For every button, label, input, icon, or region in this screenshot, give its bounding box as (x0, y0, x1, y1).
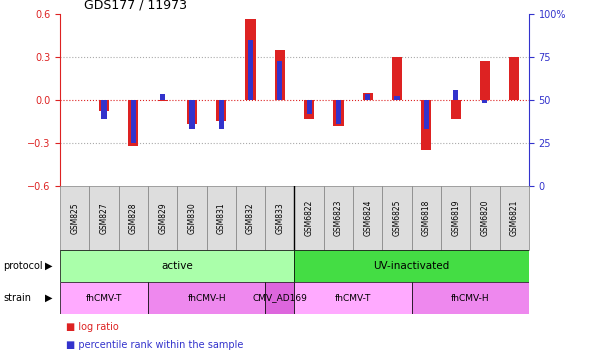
Text: ■ percentile rank within the sample: ■ percentile rank within the sample (66, 340, 243, 350)
Bar (412, 282, 529, 314)
FancyBboxPatch shape (177, 186, 207, 250)
Bar (277, 61, 282, 100)
Bar (128, 100, 138, 146)
Bar (394, 96, 400, 100)
Text: ■ log ratio: ■ log ratio (66, 322, 119, 332)
Text: GSM6823: GSM6823 (334, 200, 343, 236)
Text: GSM6819: GSM6819 (451, 200, 460, 236)
FancyBboxPatch shape (412, 186, 441, 250)
Text: GSM6824: GSM6824 (363, 200, 372, 236)
Text: fhCMV-T: fhCMV-T (335, 293, 371, 303)
FancyBboxPatch shape (236, 186, 265, 250)
FancyBboxPatch shape (294, 186, 324, 250)
Bar (157, 100, 168, 101)
Text: GSM830: GSM830 (188, 202, 197, 233)
Bar (189, 100, 195, 129)
FancyBboxPatch shape (499, 186, 529, 250)
Bar (307, 100, 312, 114)
Bar (294, 250, 529, 282)
FancyBboxPatch shape (118, 186, 148, 250)
Bar (248, 40, 253, 100)
Text: CMV_AD169: CMV_AD169 (252, 293, 307, 303)
FancyBboxPatch shape (207, 186, 236, 250)
FancyBboxPatch shape (90, 186, 118, 250)
Text: fhCMV-H: fhCMV-H (451, 293, 490, 303)
FancyBboxPatch shape (265, 186, 294, 250)
Bar (294, 282, 412, 314)
Text: GSM831: GSM831 (217, 202, 226, 233)
Text: GSM829: GSM829 (158, 202, 167, 233)
FancyBboxPatch shape (382, 186, 412, 250)
FancyBboxPatch shape (324, 186, 353, 250)
Bar (219, 100, 224, 129)
Bar (453, 90, 458, 100)
Bar (160, 94, 165, 100)
Bar (275, 50, 285, 100)
Text: GSM832: GSM832 (246, 202, 255, 233)
Text: GSM6822: GSM6822 (305, 200, 314, 236)
Bar (483, 100, 487, 103)
Text: ▶: ▶ (45, 261, 52, 271)
Bar (304, 100, 314, 119)
Bar (392, 57, 402, 100)
Bar (216, 100, 227, 121)
Text: GSM6818: GSM6818 (422, 200, 431, 236)
FancyBboxPatch shape (60, 186, 90, 250)
Text: GSM828: GSM828 (129, 202, 138, 233)
Bar (187, 100, 197, 124)
Bar (362, 93, 373, 100)
Text: protocol: protocol (3, 261, 43, 271)
Bar (99, 100, 109, 111)
Text: GSM833: GSM833 (275, 202, 284, 233)
Text: GDS177 / 11973: GDS177 / 11973 (84, 0, 186, 12)
Text: strain: strain (3, 293, 31, 303)
FancyBboxPatch shape (353, 186, 382, 250)
Text: GSM6820: GSM6820 (480, 200, 489, 236)
Text: GSM827: GSM827 (100, 202, 109, 233)
Text: fhCMV-H: fhCMV-H (188, 293, 226, 303)
Bar (334, 100, 344, 126)
Text: GSM6821: GSM6821 (510, 200, 519, 236)
Text: UV-inactivated: UV-inactivated (374, 261, 450, 271)
Bar (60, 250, 294, 282)
Bar (365, 94, 370, 100)
Text: GSM825: GSM825 (70, 202, 79, 233)
Bar (60, 282, 148, 314)
FancyBboxPatch shape (441, 186, 470, 250)
Bar (336, 100, 341, 124)
Text: ▶: ▶ (45, 293, 52, 303)
FancyBboxPatch shape (148, 186, 177, 250)
Bar (421, 100, 432, 150)
Text: fhCMV-T: fhCMV-T (86, 293, 122, 303)
FancyBboxPatch shape (470, 186, 499, 250)
Bar (131, 100, 136, 143)
Bar (509, 57, 519, 100)
Bar (102, 100, 106, 119)
Bar (265, 282, 294, 314)
Text: active: active (162, 261, 193, 271)
Bar (148, 282, 265, 314)
Bar (424, 100, 429, 129)
Bar (451, 100, 461, 119)
Bar (480, 61, 490, 100)
Bar (245, 19, 255, 100)
Text: GSM6825: GSM6825 (392, 200, 401, 236)
